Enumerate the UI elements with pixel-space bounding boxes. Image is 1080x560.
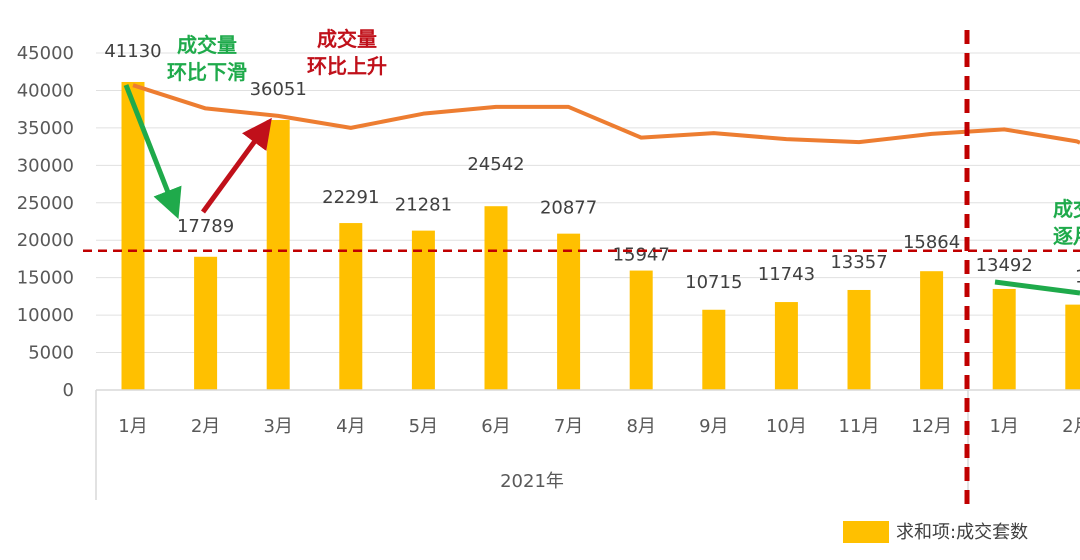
y-tick-label: 20000 bbox=[17, 230, 74, 251]
x-category-label: 9月 bbox=[699, 416, 728, 437]
legend-label: 求和项:成交套数 bbox=[896, 522, 1028, 543]
data-label: 20877 bbox=[540, 198, 597, 219]
decline-arrow bbox=[123, 84, 182, 219]
data-label: 15864 bbox=[903, 232, 960, 253]
y-axis-ticks: 0 5000 10000 15000 20000 25000 30000 35000 40000… bbox=[17, 43, 74, 401]
x-category-label: 2月 bbox=[1062, 416, 1080, 437]
data-label: 22291 bbox=[322, 187, 379, 208]
bar bbox=[266, 120, 290, 390]
legend-swatch bbox=[843, 521, 889, 543]
bar bbox=[194, 256, 218, 390]
y-tick-label: 5000 bbox=[28, 343, 74, 364]
y-tick-label: 0 bbox=[63, 380, 74, 401]
decline-arrow-2 bbox=[994, 279, 1080, 296]
x-category-label: 8月 bbox=[626, 416, 655, 437]
x-category-label: 5月 bbox=[409, 416, 438, 437]
x-category-label: 3月 bbox=[263, 416, 292, 437]
data-label: 13492 bbox=[976, 255, 1033, 276]
y-tick-label: 40000 bbox=[17, 80, 74, 101]
data-label: 10715 bbox=[685, 272, 742, 293]
rise-arrow bbox=[200, 117, 272, 214]
x-category-label: 2月 bbox=[191, 416, 220, 437]
data-label: 17789 bbox=[177, 216, 234, 237]
bar bbox=[411, 230, 435, 390]
data-label: 24542 bbox=[467, 154, 524, 175]
line-series-path bbox=[132, 83, 1080, 145]
x-category-label: 1月 bbox=[989, 416, 1018, 437]
x-category-label: 11月 bbox=[839, 416, 880, 437]
annotation-text: 环比上升 bbox=[307, 54, 387, 78]
x-category-label: 12月 bbox=[911, 416, 952, 437]
x-category-label: 1月 bbox=[118, 416, 147, 437]
bar bbox=[629, 270, 653, 390]
y-tick-label: 10000 bbox=[17, 305, 74, 326]
legend: 求和项:成交套数 bbox=[843, 521, 1028, 543]
annotation-text: 逐月 bbox=[1053, 224, 1080, 248]
annotation-text: 成交量 bbox=[317, 27, 377, 51]
x-category-label: 4月 bbox=[336, 416, 365, 437]
bar bbox=[920, 271, 944, 390]
data-label: 21281 bbox=[395, 195, 452, 216]
bar bbox=[847, 289, 871, 390]
bar bbox=[121, 81, 145, 391]
annotation-text: 环比下滑 bbox=[167, 60, 247, 84]
x-category-label: 10月 bbox=[766, 416, 807, 437]
data-labels: 41130 17789 36051 22291 21281 24542 20877 15947… bbox=[104, 41, 1080, 293]
bar bbox=[339, 223, 363, 390]
axes bbox=[95, 389, 1080, 500]
data-label: 36051 bbox=[250, 79, 307, 100]
data-label: 114 bbox=[1075, 267, 1080, 288]
data-label: 11743 bbox=[758, 264, 815, 285]
bar bbox=[1065, 304, 1080, 390]
bar bbox=[992, 288, 1016, 390]
annotation-arrows bbox=[123, 84, 1080, 296]
bar bbox=[774, 302, 798, 390]
line-series bbox=[132, 83, 1080, 145]
y-tick-label: 25000 bbox=[17, 193, 74, 214]
y-tick-label: 35000 bbox=[17, 118, 74, 139]
x-group-label: 2021年 bbox=[500, 471, 564, 492]
x-axis-categories: 1月 2月 3月 4月 5月 6月 7月 8月 9月 10月 11月 12月 1月 2月 2021年 bbox=[118, 416, 1080, 492]
annotation-text: 成交 bbox=[1053, 197, 1080, 221]
data-label: 15947 bbox=[613, 245, 670, 266]
data-label: 13357 bbox=[830, 252, 887, 273]
annotation-text: 成交量 bbox=[177, 33, 237, 57]
bar bbox=[484, 206, 508, 390]
y-tick-label: 45000 bbox=[17, 43, 74, 64]
y-tick-label: 15000 bbox=[17, 268, 74, 289]
bar-series bbox=[121, 81, 1080, 391]
x-category-label: 7月 bbox=[554, 416, 583, 437]
reference-lines bbox=[83, 30, 1080, 508]
data-label: 41130 bbox=[104, 41, 161, 62]
bar bbox=[557, 233, 581, 390]
bar bbox=[702, 309, 726, 390]
x-category-label: 6月 bbox=[481, 416, 510, 437]
y-tick-label: 30000 bbox=[17, 155, 74, 176]
